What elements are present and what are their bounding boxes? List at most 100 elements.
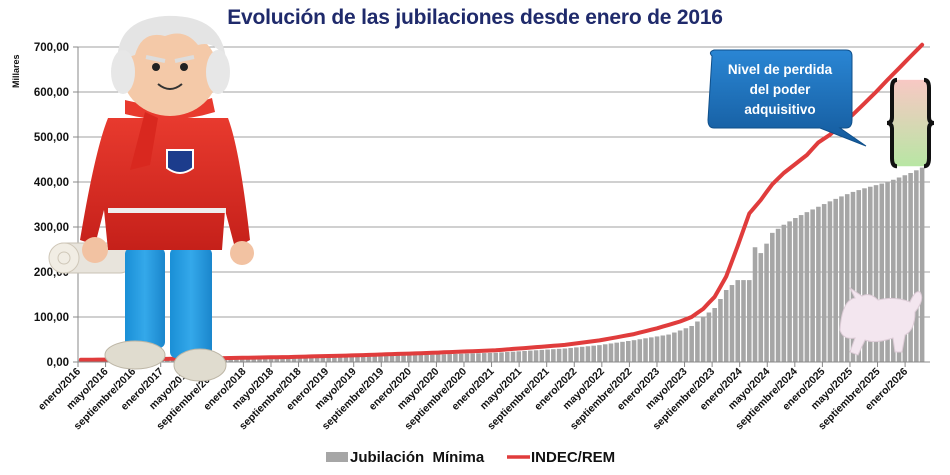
bar (729, 285, 735, 362)
bar (850, 191, 856, 362)
bar (896, 177, 902, 362)
bar (833, 198, 838, 362)
callout-line-1: Nivel de perdida (728, 62, 833, 77)
bar (268, 357, 274, 362)
bar (700, 317, 706, 362)
bar (424, 354, 429, 362)
bar (839, 196, 844, 362)
bar (752, 247, 758, 362)
bar (464, 353, 470, 362)
bracket (886, 77, 898, 169)
bar (418, 354, 424, 362)
bar (914, 170, 919, 362)
bar (706, 312, 712, 362)
loss-callout: Nivel de perdida del poder adquisitivo (707, 49, 867, 147)
x-axis: enero/2016mayo/2016septiembre/2016enero/… (36, 361, 930, 432)
legend: Jubilación Mínima INDEC/REM (326, 449, 615, 466)
bar (372, 355, 378, 362)
bar (712, 308, 717, 362)
y-tick-label: 700,00 (34, 42, 69, 54)
bar (320, 356, 326, 362)
callout-line-3: adquisitivo (744, 102, 815, 117)
bar (458, 353, 464, 362)
porcelain-cat-image (839, 286, 923, 356)
y-tick-label: 500,00 (34, 132, 69, 144)
bar (447, 354, 452, 362)
y-tick-label: 400,00 (34, 177, 69, 189)
bar (355, 355, 360, 362)
bar (718, 299, 723, 362)
bar (291, 357, 297, 362)
bar (873, 185, 879, 362)
bar (360, 355, 366, 362)
bar (764, 243, 769, 362)
bar (470, 353, 475, 362)
bar (821, 204, 827, 362)
bar (366, 355, 372, 362)
bar (556, 348, 562, 362)
bar (723, 290, 729, 362)
loss-band (886, 77, 935, 169)
bar (695, 321, 700, 362)
bar (441, 354, 447, 362)
bar (649, 337, 654, 362)
bar (827, 201, 833, 362)
bar (510, 351, 516, 362)
bar (228, 358, 233, 362)
bar (781, 224, 787, 362)
playmobil-figure-image (48, 15, 254, 382)
bar (902, 175, 908, 362)
bar (787, 221, 792, 362)
bar (383, 355, 389, 362)
bar (585, 346, 591, 362)
bar (522, 350, 527, 362)
bar (614, 342, 620, 362)
bar (908, 173, 913, 362)
bar (568, 347, 573, 362)
bar (770, 232, 775, 362)
bar (620, 341, 625, 362)
bar (602, 344, 608, 362)
bar (919, 167, 925, 362)
bar (487, 352, 493, 362)
bar (591, 345, 596, 362)
bar (856, 190, 862, 362)
bar (528, 350, 533, 362)
bar (378, 355, 383, 362)
loss-band-fill (893, 79, 928, 167)
bar (389, 355, 395, 362)
bar (545, 349, 550, 362)
bar (286, 357, 291, 362)
bar (689, 326, 694, 362)
bar (631, 340, 637, 362)
y-tick-label: 600,00 (34, 87, 69, 99)
bar (239, 358, 245, 362)
bar (741, 280, 746, 362)
y-tick-label: 300,00 (34, 222, 69, 234)
y-axis-label: Millares (11, 54, 21, 88)
bar (430, 354, 435, 362)
bar (297, 357, 303, 362)
bar (643, 338, 648, 362)
bar (775, 228, 781, 362)
bar (551, 349, 556, 362)
bar (303, 356, 308, 362)
bar (332, 356, 337, 362)
bar (758, 253, 764, 362)
bar (274, 357, 280, 362)
bar (625, 341, 631, 362)
bar (234, 358, 239, 362)
bar (309, 356, 314, 362)
bar (343, 356, 349, 362)
y-tick-label: 0,00 (47, 357, 69, 369)
bar (262, 357, 268, 362)
bar (879, 183, 885, 362)
bar (493, 352, 499, 362)
bar (499, 352, 504, 362)
bar (746, 280, 752, 362)
bar (280, 357, 285, 362)
bar (337, 356, 343, 362)
bar (539, 349, 545, 362)
bar (654, 336, 660, 362)
